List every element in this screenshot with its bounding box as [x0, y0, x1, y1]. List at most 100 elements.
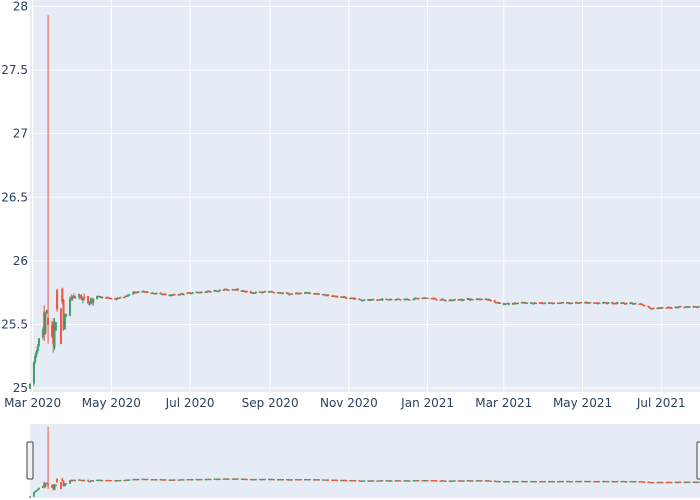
- x-tick-label: Nov 2020: [320, 396, 378, 410]
- candle-decreasing: [580, 480, 583, 483]
- candle-increasing: [36, 489, 39, 491]
- candle-decreasing: [245, 478, 248, 481]
- candle-decreasing: [562, 480, 565, 483]
- rangeslider-right-handle[interactable]: [696, 441, 700, 480]
- candle-increasing: [498, 302, 501, 304]
- candle-increasing: [254, 291, 257, 294]
- candle-increasing: [65, 314, 68, 316]
- candle-decreasing: [652, 307, 655, 310]
- candle-increasing: [71, 297, 74, 299]
- candle-decreasing: [227, 478, 230, 480]
- candle-increasing: [616, 302, 619, 304]
- y-tick-label: 28: [13, 0, 28, 13]
- candle-increasing: [354, 298, 357, 300]
- rangeslider-left-handle[interactable]: [26, 441, 34, 480]
- y-tick-label: 26: [13, 254, 28, 268]
- candle-decreasing: [434, 297, 437, 300]
- candle-increasing: [499, 480, 501, 483]
- candle-increasing: [200, 291, 203, 294]
- candle-increasing: [45, 482, 48, 484]
- y-tick-label: 25.5: [1, 318, 28, 332]
- candle-increasing: [63, 483, 66, 487]
- candle-decreasing: [435, 299, 438, 301]
- y-tick-label: 26.5: [1, 190, 28, 204]
- candle-increasing: [178, 294, 181, 296]
- candle-decreasing: [146, 478, 149, 481]
- candle-increasing: [69, 298, 72, 316]
- candle-increasing: [255, 478, 257, 481]
- candle-increasing: [634, 481, 637, 483]
- candle-increasing: [517, 480, 519, 483]
- axes-labels: 25 25.5 26 26.5 27 27.5 28 Mar 2020 May 2020 Jul …: [1, 0, 685, 410]
- candle-decreasing: [553, 302, 556, 304]
- candle-decreasing: [426, 480, 429, 482]
- y-tick-label: 27.5: [1, 63, 28, 77]
- candle-decreasing: [399, 480, 402, 482]
- candle-decreasing: [264, 478, 266, 481]
- candle-increasing: [354, 480, 357, 482]
- candle-increasing: [390, 480, 393, 482]
- candle-decreasing: [110, 480, 113, 482]
- candle-increasing: [282, 479, 284, 481]
- candle-increasing: [282, 292, 285, 294]
- candle-increasing: [516, 302, 519, 305]
- candle-decreasing: [679, 305, 682, 308]
- candle-increasing: [218, 289, 221, 292]
- candle-increasing: [480, 480, 483, 482]
- candle-decreasing: [467, 297, 470, 300]
- candle-increasing: [607, 480, 610, 483]
- y-tick-label: 27: [13, 127, 28, 141]
- candle-increasing: [444, 480, 447, 482]
- rangeslider-background: [30, 424, 700, 498]
- candle-decreasing: [526, 302, 529, 304]
- candle-decreasing: [372, 299, 375, 301]
- x-tick-label: May 2020: [82, 396, 141, 410]
- candle-increasing: [508, 481, 510, 483]
- candle-increasing: [81, 297, 84, 301]
- candle-decreasing: [327, 294, 330, 297]
- candle-decreasing: [535, 302, 538, 305]
- candle-decreasing: [300, 479, 302, 481]
- candle-increasing: [34, 355, 37, 362]
- candle-decreasing: [56, 478, 59, 483]
- candle-decreasing: [598, 302, 601, 305]
- candle-decreasing: [181, 292, 184, 295]
- candle-increasing: [128, 479, 131, 481]
- candle-decreasing: [236, 288, 239, 291]
- candle-increasing: [182, 479, 185, 481]
- candle-decreasing: [670, 307, 673, 309]
- candle-decreasing: [83, 479, 86, 482]
- candle-increasing: [363, 299, 366, 301]
- candle-decreasing: [101, 479, 104, 482]
- candle-decreasing: [531, 302, 534, 304]
- candle-decreasing: [435, 480, 438, 482]
- candle-increasing: [381, 298, 384, 301]
- candle-decreasing: [345, 297, 348, 299]
- candle-decreasing: [426, 297, 429, 300]
- candle-increasing: [381, 480, 384, 482]
- candle-increasing: [54, 321, 57, 331]
- candle-increasing: [363, 480, 366, 482]
- candle-decreasing: [648, 306, 651, 309]
- candle-increasing: [200, 478, 203, 481]
- candle-increasing: [191, 479, 194, 481]
- candle-increasing: [88, 481, 91, 483]
- candle-decreasing: [372, 480, 375, 482]
- candle-decreasing: [61, 288, 64, 302]
- candle-decreasing: [164, 293, 167, 296]
- candle-increasing: [54, 484, 57, 487]
- candle-decreasing: [87, 295, 90, 304]
- candle-decreasing: [345, 479, 348, 482]
- candle-decreasing: [61, 478, 64, 482]
- candle-increasing: [34, 491, 37, 493]
- candle-decreasing: [489, 300, 492, 302]
- candle-increasing: [697, 481, 700, 484]
- candle-increasing: [408, 299, 411, 301]
- range-slider[interactable]: [26, 424, 700, 498]
- candle-decreasing: [74, 296, 77, 299]
- candle-decreasing: [291, 479, 293, 481]
- candle-decreasing: [107, 297, 110, 299]
- candle-increasing: [453, 299, 456, 301]
- candle-decreasing: [670, 481, 673, 484]
